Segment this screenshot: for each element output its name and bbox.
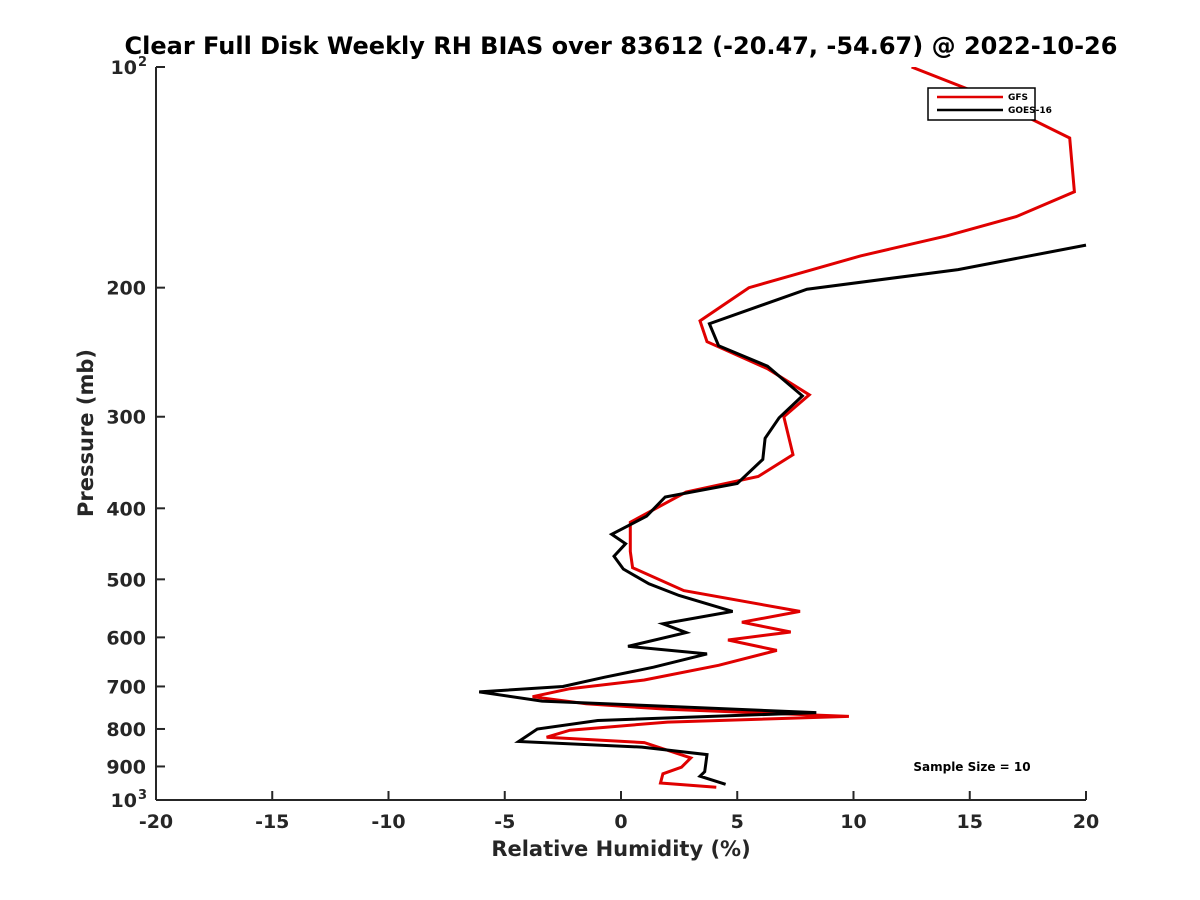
y-tick-label: 10 [111,57,137,79]
x-tick-label: 20 [1073,811,1099,833]
plot-axes [155,67,1086,801]
y-tick-label: 10 [111,790,137,812]
x-axis-label: Relative Humidity (%) [491,837,750,861]
x-tick-label: 15 [957,811,983,833]
y-tick-label: 400 [106,498,146,520]
legend-label-gfs: GFS [1008,93,1028,103]
x-tick-label: -20 [139,811,173,833]
legend-label-goes16: GOES-16 [1008,106,1052,116]
x-tick-label: 0 [614,811,627,833]
legend-box [927,87,1036,121]
sample-size-annotation: Sample Size = 10 [913,760,1030,774]
series-layer [478,67,1087,789]
series-line-gfs [532,67,1076,789]
legend: GFS GOES-16 [927,87,1052,121]
chart-title: Clear Full Disk Weekly RH BIAS over 8361… [125,32,1118,60]
x-ticks: -20 -15 -10 -5 0 5 10 15 20 [139,791,1099,833]
series-line-goes16 [478,243,1087,786]
y-tick-label: 700 [106,676,146,698]
y-tick-label: 500 [106,569,146,591]
x-tick-label: -15 [255,811,289,833]
x-tick-label: 5 [731,811,744,833]
x-tick-label: -5 [494,811,515,833]
x-tick-label: 10 [840,811,866,833]
y-axis-label: Pressure (mb) [74,349,98,517]
y-tick-label: 900 [106,756,146,778]
y-tick-label: 800 [106,719,146,741]
x-tick-label: -10 [371,811,405,833]
y-tick-label: 300 [106,407,146,429]
y-tick-exponent: 3 [138,788,147,803]
y-tick-label: 600 [106,627,146,649]
y-tick-exponent: 2 [138,55,147,70]
y-tick-label: 200 [106,278,146,300]
